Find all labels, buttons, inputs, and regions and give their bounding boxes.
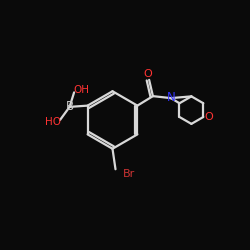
Text: B: B [66,100,74,114]
Text: O: O [204,112,213,122]
Text: O: O [144,69,152,80]
Text: N: N [166,91,175,104]
Text: Br: Br [122,169,135,179]
Text: HO: HO [45,117,61,127]
Text: OH: OH [73,85,89,95]
